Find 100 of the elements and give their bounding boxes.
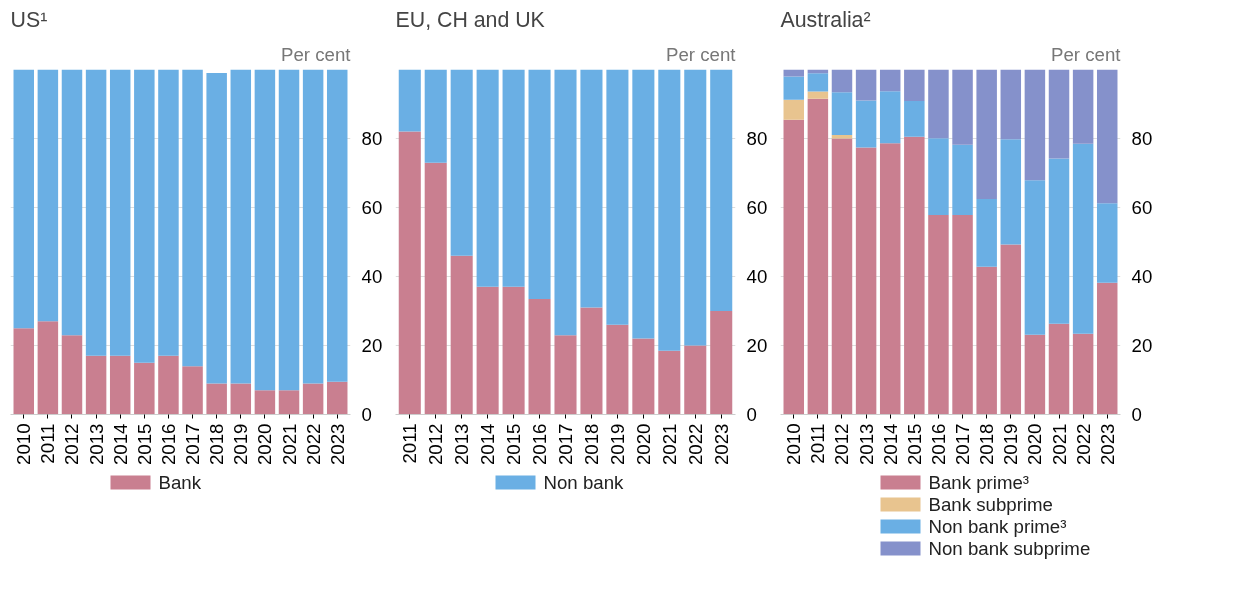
bar [684,345,707,415]
bar [928,215,949,415]
bar [952,69,973,145]
bar [326,69,348,382]
bar [502,286,525,415]
bar [230,383,252,415]
bar [632,338,655,415]
bar [450,255,473,415]
bar [879,69,901,92]
x-tick-label: 2013 [451,423,473,465]
bar [1096,203,1118,283]
bar [398,131,421,415]
bar [879,143,901,415]
x-tick-label: 2019 [230,423,252,465]
x-tick-label: 2011 [807,423,829,464]
y-tick-label: 80 [746,128,768,149]
y-axis-title: Per cent [666,43,737,65]
bar [254,69,276,391]
x-tick-label: 2022 [1072,423,1094,465]
bar [580,69,603,308]
bar [254,390,276,415]
y-tick-label: 80 [361,128,383,149]
x-tick-label: 2012 [425,423,447,465]
y-tick-label: 40 [746,266,768,287]
legend-label: Bank prime³ [928,472,1030,493]
bar [807,73,829,92]
y-tick-label: 80 [1131,128,1153,149]
legend-label: Non bank prime³ [928,516,1067,537]
bar [1048,69,1070,159]
bar [1024,180,1046,335]
legend-label: Non bank subprime [928,538,1091,559]
x-tick-label: 2020 [632,423,654,465]
x-tick-label: 2021 [1048,423,1070,465]
bar [807,91,829,99]
bar [85,69,107,356]
y-tick-label: 20 [746,335,768,356]
bar [1072,333,1094,415]
bar [831,135,853,139]
bar [502,69,525,287]
bar [1072,143,1094,334]
bar [831,92,853,136]
x-tick-label: 2021 [658,423,680,465]
bar [1096,69,1118,204]
x-tick-label: 2023 [1096,423,1118,465]
bar [684,69,707,346]
x-tick-label: 2016 [157,423,179,465]
x-tick-label: 2015 [503,423,525,465]
x-tick-label: 2020 [1024,423,1046,465]
legend-label: Bank [158,472,202,493]
y-axis-title: Per cent [281,43,352,65]
bar [807,98,829,415]
bar [783,99,805,120]
bar [976,198,997,267]
x-tick-label: 2013 [85,423,107,465]
bar [783,76,805,100]
bar [1096,282,1118,415]
bar [424,69,447,163]
y-tick-label: 0 [1131,404,1142,425]
bar [855,147,877,415]
bar [302,69,324,384]
bar [61,69,83,336]
bar [904,100,925,137]
bar [831,69,853,93]
bar [109,69,131,356]
bar [134,362,155,415]
x-tick-label: 2014 [477,423,499,465]
bar [182,366,203,415]
bar [476,69,499,287]
y-tick-label: 20 [361,335,383,356]
bar [158,69,179,356]
bar [206,383,227,415]
bar [1024,69,1046,181]
y-tick-label: 20 [1131,335,1153,356]
bar [528,298,551,415]
bar [61,335,83,415]
chart-title: US¹ [10,7,48,32]
bar [278,69,300,391]
bar [783,119,805,415]
y-tick-label: 60 [746,197,768,218]
bar [904,69,925,101]
x-tick-label: 2017 [555,423,576,465]
bar [976,69,997,199]
bar [326,381,348,415]
bar [230,69,252,384]
y-axis-title: Per cent [1051,43,1122,65]
bar [1000,244,1022,415]
bar [928,138,949,216]
bar [134,69,155,363]
bar [928,69,949,139]
bar [278,390,300,415]
x-tick-label: 2015 [903,423,925,465]
x-tick-label: 2012 [831,423,853,465]
bar [302,383,324,415]
x-tick-label: 2018 [580,423,602,465]
bar [554,69,577,336]
bar [37,321,59,415]
chart-title: Australia² [780,7,871,32]
x-tick-label: 2022 [684,423,706,465]
bar [855,69,877,101]
x-tick-label: 2010 [13,423,35,465]
